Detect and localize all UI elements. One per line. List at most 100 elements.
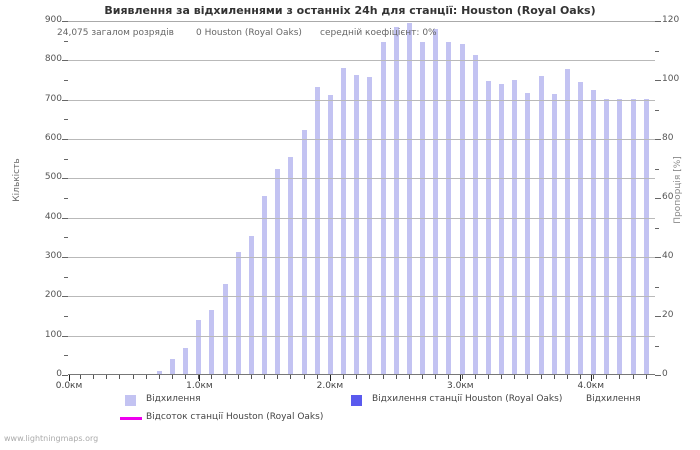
bar bbox=[472, 54, 478, 374]
legend-square-marker bbox=[125, 395, 136, 406]
x-axis-tick bbox=[303, 375, 305, 379]
y-axis-left-tick-label: 200 bbox=[44, 290, 62, 301]
bar bbox=[630, 98, 636, 374]
x-axis-title: Відхилення bbox=[586, 394, 641, 404]
x-axis-tick bbox=[645, 375, 647, 379]
bar bbox=[604, 98, 610, 374]
y-axis-right-tick bbox=[655, 21, 661, 22]
bar bbox=[341, 68, 347, 374]
annotation-average-ratio: середній коефіцієнт: 0% bbox=[320, 28, 437, 38]
x-axis-major-tick bbox=[199, 375, 201, 381]
y-axis-left-minor-tick bbox=[64, 80, 68, 81]
y-axis-right-tick bbox=[655, 316, 661, 317]
x-axis-tick bbox=[237, 375, 239, 379]
x-axis-tick bbox=[553, 375, 555, 379]
bar bbox=[235, 252, 241, 374]
x-axis-tick bbox=[606, 375, 608, 379]
x-axis-tick bbox=[619, 375, 621, 379]
x-axis-tick bbox=[593, 375, 595, 379]
y-axis-left-title: Кількість bbox=[12, 158, 22, 202]
y-axis-left-minor-tick bbox=[64, 276, 68, 278]
y-axis-right-tick-label: 60 bbox=[662, 192, 674, 202]
y-axis-left-minor-tick bbox=[64, 158, 68, 160]
y-axis-left-minor-tick bbox=[64, 316, 68, 317]
x-axis-tick bbox=[250, 375, 252, 379]
y-axis-left-tick-label: 800 bbox=[44, 54, 62, 65]
x-axis-tick bbox=[566, 375, 568, 379]
bar bbox=[327, 94, 333, 374]
bar bbox=[499, 83, 505, 374]
x-axis-tick bbox=[119, 375, 121, 379]
bar bbox=[578, 82, 583, 374]
y-axis-left-tick bbox=[62, 21, 68, 22]
y-axis-right-minor-tick bbox=[655, 345, 659, 347]
x-axis-tick bbox=[461, 375, 463, 379]
bar bbox=[183, 348, 189, 374]
x-axis-tick bbox=[527, 375, 529, 379]
x-axis-tick bbox=[172, 375, 173, 379]
x-axis-tick bbox=[145, 375, 147, 379]
y-axis-left-tick-label: 100 bbox=[44, 329, 62, 340]
x-axis-tick bbox=[487, 375, 489, 379]
x-axis-tick bbox=[316, 375, 318, 379]
gridline bbox=[68, 296, 655, 298]
legend-line-marker bbox=[120, 417, 142, 420]
annotation-total-strokes: 24,075 загалом розрядів bbox=[57, 28, 174, 38]
y-axis-right-minor-tick bbox=[655, 109, 659, 111]
x-axis-tick bbox=[343, 375, 345, 379]
y-axis-right-minor-tick bbox=[655, 286, 659, 288]
x-axis-tick bbox=[632, 375, 634, 379]
bar bbox=[367, 77, 373, 374]
legend-square-marker bbox=[351, 395, 362, 406]
x-axis-tick bbox=[540, 375, 542, 379]
x-axis-major-tick bbox=[69, 375, 70, 381]
x-axis-tick-label: 2.0км bbox=[316, 381, 344, 391]
gridline bbox=[68, 60, 655, 62]
bar bbox=[275, 168, 281, 374]
x-axis-tick bbox=[132, 375, 134, 379]
x-axis-tick bbox=[290, 375, 292, 379]
x-axis-tick bbox=[198, 375, 200, 379]
x-axis-tick bbox=[158, 375, 160, 379]
x-axis-tick bbox=[474, 375, 476, 379]
y-axis-left-minor-tick bbox=[64, 355, 68, 357]
y-axis-left-tick bbox=[62, 375, 68, 376]
bar bbox=[446, 41, 452, 374]
gridline bbox=[68, 99, 655, 101]
y-axis-right-tick-label: 100 bbox=[662, 74, 680, 84]
y-axis-right-minor-tick bbox=[655, 168, 659, 170]
x-axis-tick bbox=[264, 375, 266, 379]
bar bbox=[420, 41, 426, 374]
x-axis-tick bbox=[277, 375, 279, 379]
x-axis-tick-label: 3.0км bbox=[447, 381, 474, 391]
x-axis-tick bbox=[435, 375, 437, 379]
x-axis-tick bbox=[369, 375, 371, 379]
bar-series-container bbox=[68, 22, 655, 374]
y-axis-left-tick bbox=[62, 335, 68, 337]
gridline bbox=[68, 257, 655, 258]
y-axis-left-tick bbox=[62, 60, 68, 62]
x-axis-tick bbox=[448, 375, 450, 379]
y-axis-right-tick bbox=[655, 80, 661, 81]
bar bbox=[354, 75, 360, 374]
bar bbox=[538, 75, 544, 374]
gridline bbox=[68, 335, 655, 337]
bar bbox=[209, 309, 215, 374]
plot-area bbox=[68, 21, 655, 375]
y-axis-right-tick bbox=[655, 139, 661, 140]
bar bbox=[262, 196, 268, 374]
x-axis-tick bbox=[422, 375, 424, 379]
bar bbox=[196, 319, 202, 374]
bar bbox=[433, 28, 439, 374]
y-axis-left-minor-tick bbox=[64, 119, 68, 121]
y-axis-left-tick-label: 300 bbox=[44, 251, 62, 261]
y-axis-right-minor-tick bbox=[655, 227, 659, 229]
x-axis-tick bbox=[93, 375, 95, 379]
x-axis-tick bbox=[211, 375, 213, 379]
x-axis-tick bbox=[501, 375, 503, 379]
y-axis-right-tick bbox=[655, 257, 661, 258]
y-axis-left-tick-label: 0 bbox=[56, 369, 62, 379]
x-axis-major-tick bbox=[460, 375, 462, 381]
x-axis-tick bbox=[395, 375, 397, 379]
